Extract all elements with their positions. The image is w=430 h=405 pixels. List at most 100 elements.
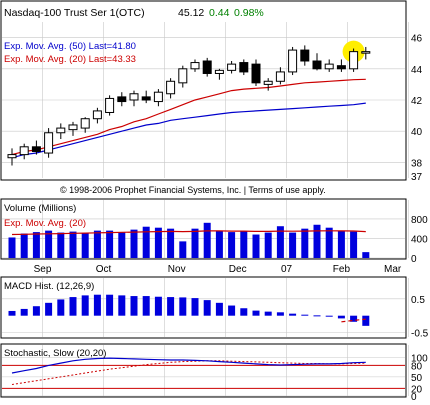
volume-bar (228, 232, 236, 258)
volume-tick-label: 800 (411, 215, 428, 226)
candle-body (300, 49, 310, 62)
volume-bar (93, 230, 101, 258)
macd-bars (8, 294, 370, 326)
candle-body (7, 154, 17, 159)
ema-lines (11, 78, 366, 159)
volume-bar (276, 226, 284, 258)
macd-bar (118, 295, 126, 316)
month-label: Nov (168, 264, 186, 275)
macd-bar (203, 300, 211, 316)
macd-bar (69, 297, 77, 316)
volume-bar (167, 228, 175, 258)
price-panel-frame (0, 0, 407, 181)
macd-bar (106, 294, 114, 316)
volume-bar (179, 241, 187, 258)
volume-ema-line (11, 230, 366, 236)
volume-bar (20, 233, 28, 258)
macd-bar (252, 310, 260, 316)
volume-bar (8, 237, 16, 258)
candle-body (117, 96, 127, 103)
macd-bar (57, 299, 65, 316)
volume-bar (362, 252, 370, 258)
volume-ema-polyline (11, 230, 366, 236)
volume-grid (2, 200, 409, 259)
macd-bar (350, 315, 358, 322)
candle-body (129, 93, 139, 101)
legend-ema20: Exp. Mov. Avg. (20) Last=43.33 (4, 54, 136, 65)
volume-bar (289, 232, 297, 258)
candle-body (56, 127, 66, 134)
volume-bar (130, 229, 138, 258)
macd-bar (289, 313, 297, 316)
candle-body (239, 62, 249, 73)
macd-bar (130, 296, 138, 316)
candle-body (214, 69, 224, 74)
volume-bar (325, 227, 333, 258)
candle-body (105, 97, 115, 113)
volume-title: Volume (Millions) (4, 203, 76, 214)
macd-bar (154, 296, 162, 316)
macd-bar (8, 310, 16, 316)
month-label: Sep (34, 264, 52, 275)
macd-bar (313, 315, 321, 317)
volume-bar (81, 233, 89, 258)
month-axis: Sep Oct Nov Dec 07 Feb Mar (34, 264, 402, 275)
candle-body (141, 96, 151, 101)
macd-panel-frame (0, 276, 407, 339)
macd-grid (2, 278, 409, 337)
volume-bar (106, 230, 114, 258)
volume-bar (240, 231, 248, 258)
ema50-line (11, 102, 366, 159)
volume-bar (203, 222, 211, 258)
macd-tick-label: -0.5 (411, 329, 429, 340)
candle-body (324, 63, 334, 70)
candle-body (31, 146, 41, 152)
candle-body (336, 65, 346, 70)
candle-body (19, 146, 29, 156)
candle-body (178, 68, 188, 84)
header-symbol: Nasdaq-100 Trust Ser 1(OTC) (4, 7, 145, 19)
candle-body (44, 132, 54, 154)
macd-bar (20, 308, 28, 316)
price-tick-label: 42 (411, 96, 423, 107)
macd-bar (301, 314, 309, 316)
candle-body (80, 118, 90, 129)
legend-ema50: Exp. Mov. Avg. (50) Last=41.80 (4, 41, 136, 52)
stochastic-tick-label: 50 (411, 373, 423, 384)
stochastic-d-line (11, 360, 366, 385)
candlesticks (7, 40, 371, 166)
candle-body (312, 60, 322, 70)
macd-bar (362, 315, 370, 326)
stochastic-tick-label: 80 (411, 361, 423, 372)
volume-bar (191, 228, 199, 258)
macd-bar (264, 311, 272, 316)
month-label: Mar (384, 264, 402, 275)
macd-bar (337, 315, 345, 319)
volume-bars (8, 222, 370, 258)
volume-bar (154, 227, 162, 258)
month-label: Feb (333, 264, 351, 275)
volume-bar (32, 232, 40, 258)
month-label: Dec (229, 264, 247, 275)
volume-bar (337, 230, 345, 258)
stochastic-tick-label: 100 (411, 354, 428, 365)
macd-bar (325, 315, 333, 317)
macd-bar (142, 296, 150, 316)
volume-bar (57, 232, 65, 258)
candle-body (227, 63, 237, 71)
header-change-pct: 0.98% (234, 7, 264, 19)
ema20-line (11, 78, 366, 156)
macd-bar (45, 302, 53, 316)
price-tick-label: 44 (411, 65, 423, 76)
macd-tick-label: 0.5 (411, 295, 425, 306)
price-tick-label: 38 (411, 158, 423, 169)
copyright-text[interactable]: © 1998-2006 Prophet Financial Systems, I… (60, 185, 326, 195)
macd-bar (81, 295, 89, 316)
volume-y-axis: 0 400 800 (411, 215, 428, 265)
candle-body (92, 110, 102, 120)
volume-ema-legend: Exp. Mov. Avg. (20) (4, 218, 86, 229)
candle-body (275, 71, 285, 82)
macd-bar (276, 312, 284, 316)
month-label: 07 (281, 264, 293, 275)
